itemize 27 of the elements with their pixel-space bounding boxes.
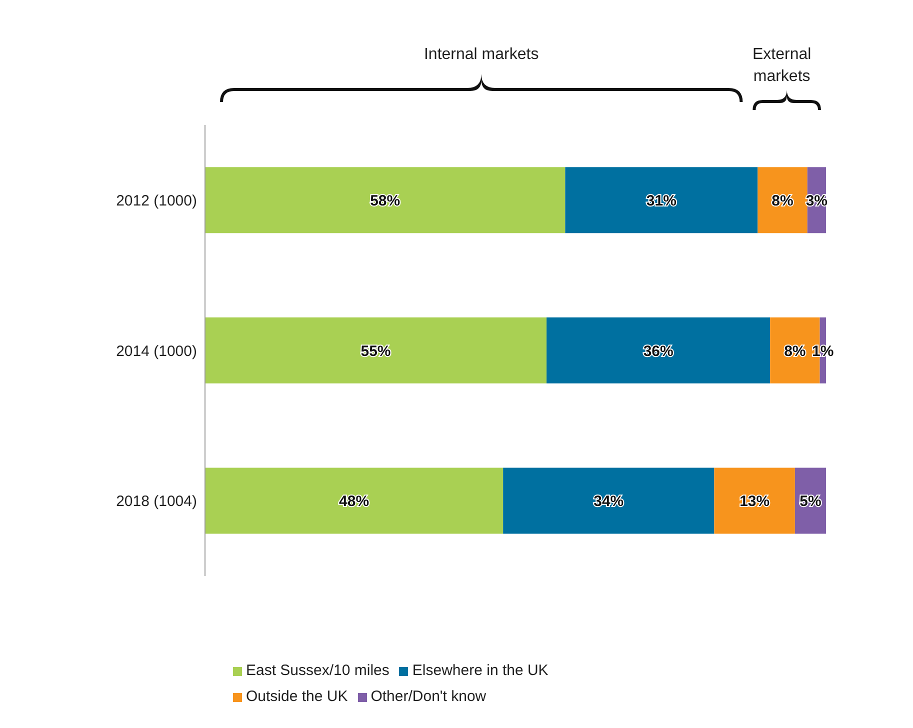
y-tick-label: 2018 (1004): [116, 493, 197, 510]
legend-label: Outside the UK: [246, 688, 348, 705]
data-label: 36%: [643, 342, 674, 360]
text: Internal markets: [424, 46, 539, 63]
legend-label: East Sussex/10 miles: [246, 662, 390, 679]
bar: [205, 468, 504, 534]
bar: [714, 468, 795, 534]
data-label: 48%: [339, 493, 370, 510]
data-label: 31%: [646, 192, 676, 210]
data-label: 58%: [370, 192, 400, 210]
y-tick-label: 2014 (1000): [116, 342, 197, 360]
bar: [565, 167, 758, 234]
data-label: 13%: [740, 493, 770, 510]
bar: [205, 167, 566, 234]
bar: [546, 317, 770, 384]
legend-label: Other/Don't know: [370, 688, 486, 705]
legend-label: Elsewhere in the UK: [412, 662, 548, 679]
y-tick-label: 2012 (1000): [116, 192, 197, 210]
data-label: 5%: [800, 493, 822, 510]
data-label: 8%: [784, 342, 806, 360]
bar: [503, 468, 714, 534]
data-label: 34%: [594, 493, 624, 510]
bar: [205, 317, 547, 384]
data-label: 55%: [360, 342, 391, 360]
data-label: 8%: [772, 192, 794, 210]
text: External markets: [751, 45, 812, 87]
bar: [758, 167, 808, 234]
